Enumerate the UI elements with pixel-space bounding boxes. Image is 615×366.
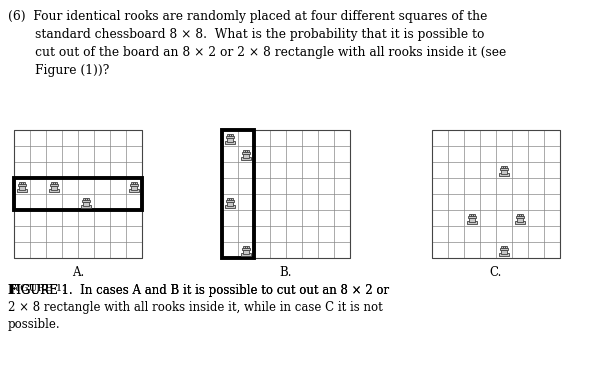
Bar [517,214,519,216]
Bar [243,246,245,248]
Text: (6)  Four identical rooks are randomly placed at four different squares of the: (6) Four identical rooks are randomly pl… [8,10,487,23]
Bar [242,250,250,254]
Text: F: F [8,284,17,297]
Bar [242,248,250,250]
Text: possible.: possible. [8,318,61,331]
Bar [226,136,234,138]
Bar [229,198,231,200]
Bar [499,173,509,176]
Text: FIGURE 1.  In cases A and B it is possible to cut out an 8 × 2 or: FIGURE 1. In cases A and B it is possibl… [8,284,389,297]
Bar [19,182,21,184]
Bar [14,130,142,258]
Bar [224,142,235,144]
Bar [18,184,26,186]
Bar [519,214,521,216]
Text: standard chessboard 8 × 8.  What is the probability that it is possible to: standard chessboard 8 × 8. What is the p… [8,28,485,41]
Text: 2 × 8 rectangle with all rooks inside it, while in case C it is not: 2 × 8 rectangle with all rooks inside it… [8,301,383,314]
Bar [50,184,58,186]
Bar [241,157,251,160]
Bar [501,250,507,254]
Bar [51,182,53,184]
Bar [243,150,245,152]
Bar [135,182,137,184]
Bar [82,200,90,202]
Bar [222,130,350,258]
Bar [226,138,234,142]
Text: IGURE 1.: IGURE 1. [15,284,65,293]
Bar [247,246,249,248]
Bar [229,134,231,136]
Bar [503,246,505,248]
Bar [87,198,89,200]
Bar [501,170,507,174]
Bar [17,190,27,192]
Bar [473,214,475,216]
Text: Figure (1))?: Figure (1))? [8,64,109,77]
Bar [515,216,525,218]
Bar [224,205,235,208]
Bar [432,130,560,258]
Bar [81,205,91,208]
Bar [501,246,503,248]
Bar [247,150,249,152]
Bar [505,166,507,168]
Bar [83,198,85,200]
Bar [241,254,251,256]
Bar [231,198,233,200]
Bar [21,182,23,184]
Text: C.: C. [490,266,502,279]
Bar [471,214,473,216]
Bar [499,248,509,250]
Bar [469,218,475,222]
Bar [242,152,250,154]
Bar [226,202,234,206]
Text: FIGURE 1.  In cases A and B it is possible to cut out an 8 × 2 or: FIGURE 1. In cases A and B it is possibl… [8,284,389,297]
Bar [227,198,229,200]
Bar [130,186,138,190]
Bar [49,190,59,192]
Bar [14,178,142,210]
Bar [242,154,250,158]
Bar [131,182,133,184]
Bar [245,150,247,152]
Text: A.: A. [72,266,84,279]
Bar [14,130,142,258]
Bar [505,246,507,248]
Bar [133,182,135,184]
Bar [467,221,477,224]
Bar [517,218,523,222]
Bar [129,190,139,192]
Bar [227,134,229,136]
Bar [501,166,503,168]
Text: B.: B. [280,266,292,279]
Bar [467,216,477,218]
Bar [432,130,560,258]
Bar [85,198,87,200]
Bar [55,182,57,184]
Bar [226,200,234,202]
Bar [503,166,505,168]
Bar [515,221,525,224]
Bar [53,182,55,184]
Bar [245,246,247,248]
Bar [231,134,233,136]
Bar [499,254,509,256]
Bar [23,182,25,184]
Bar [130,184,138,186]
Text: cut out of the board an 8 × 2 or 2 × 8 rectangle with all rooks inside it (see: cut out of the board an 8 × 2 or 2 × 8 r… [8,46,506,59]
Bar [499,168,509,170]
Bar [222,130,350,258]
Bar [82,202,89,206]
Bar [18,186,25,190]
Bar [50,186,57,190]
Bar [222,130,254,258]
Bar [521,214,523,216]
Bar [469,214,471,216]
